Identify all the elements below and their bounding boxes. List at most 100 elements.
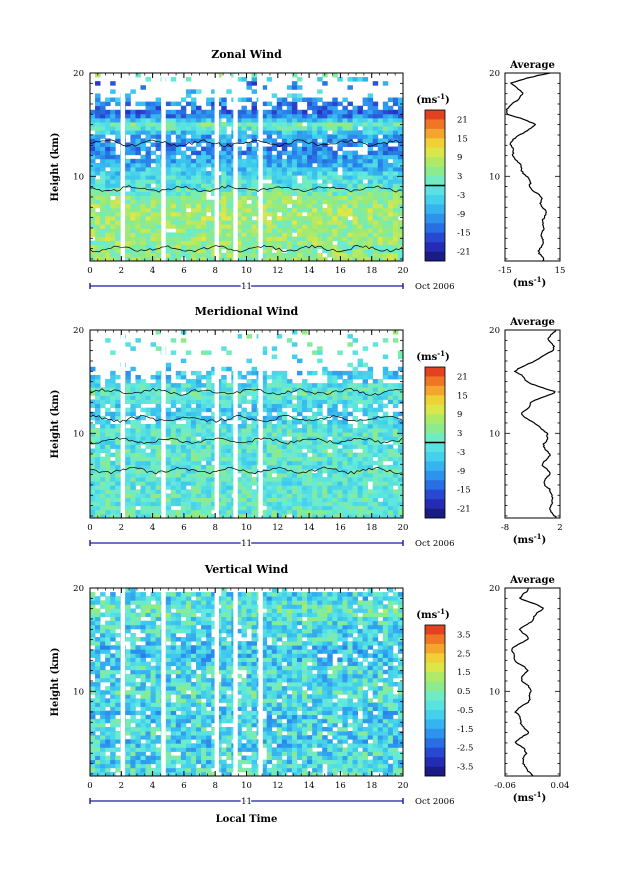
colorbar-tick-label: -3 bbox=[457, 448, 465, 458]
zero-contour bbox=[89, 414, 403, 423]
x-tick-label: 4 bbox=[150, 266, 155, 276]
panel-meridional-wind: Meridional Wind 0 2 4 6 8 10 12 14 16 18 20 10 20 Heig… bbox=[50, 305, 563, 551]
profile-title: Average bbox=[509, 60, 555, 71]
zero-contour bbox=[90, 139, 403, 148]
zero-contour bbox=[89, 387, 403, 396]
colorbar-unit: (ms-1) bbox=[416, 92, 449, 106]
colorbar-segment bbox=[425, 738, 445, 748]
colorbar-segment bbox=[425, 414, 445, 424]
colorbar-tick-label: 15 bbox=[457, 134, 468, 144]
heatmap-cells bbox=[90, 330, 404, 519]
colorbar-tick-label: 3 bbox=[457, 172, 462, 182]
data-gap bbox=[258, 589, 263, 776]
x-tick-label: 20 bbox=[398, 266, 409, 276]
colorbar-segment bbox=[425, 376, 445, 387]
y-tick-label: 10 bbox=[73, 429, 84, 439]
y-axis-label: Height (km) bbox=[50, 133, 61, 202]
x-tick-label: 20 bbox=[398, 523, 409, 533]
colorbar-segment bbox=[425, 489, 445, 500]
colorbar-segment bbox=[425, 442, 445, 453]
x-tick-label: 18 bbox=[366, 266, 377, 276]
x-tick-label: 12 bbox=[272, 266, 283, 276]
colorbar-segment bbox=[425, 719, 445, 730]
data-gap bbox=[233, 589, 238, 776]
x-tick-label: 10 bbox=[241, 523, 252, 533]
panel-zonal-wind: Zonal Wind 0 2 4 6 8 10 12 14 16 18 20 10 20 Height (k… bbox=[50, 48, 565, 294]
colorbar-segment bbox=[425, 223, 445, 233]
colorbar-segment bbox=[425, 451, 445, 462]
colorbar-segment bbox=[425, 766, 445, 777]
colorbar-tick-label: -21 bbox=[457, 505, 471, 515]
colorbar-tick-label: -9 bbox=[457, 467, 465, 477]
profile-y-tick-label: 20 bbox=[489, 69, 500, 79]
x-tick-label: 2 bbox=[119, 266, 124, 276]
colorbar-tick-label: -3.5 bbox=[457, 763, 473, 773]
y-axis-label: Height (km) bbox=[50, 648, 61, 717]
colorbar-segment bbox=[425, 423, 445, 434]
data-gap bbox=[161, 331, 166, 518]
colorbar-segment bbox=[425, 691, 445, 701]
profile-frame bbox=[504, 72, 561, 262]
colorbar-tick-label: 21 bbox=[457, 115, 468, 125]
y-axis-label: Height (km) bbox=[50, 390, 61, 459]
colorbar-segment bbox=[425, 128, 445, 139]
profile-frame bbox=[504, 329, 561, 519]
x-tick-label: 14 bbox=[304, 523, 315, 533]
colorbar-segment bbox=[425, 709, 445, 720]
average-profile: Average 10 20 -0.06 0.04 (ms-1) bbox=[489, 575, 569, 804]
colorbar-segment bbox=[425, 232, 445, 243]
colorbar-tick-label: -0.5 bbox=[457, 706, 473, 716]
date-label: Oct 2006 bbox=[415, 797, 454, 807]
colorbar-segment bbox=[425, 672, 445, 682]
colorbar-segment bbox=[425, 480, 445, 490]
profile-unit: (ms-1) bbox=[513, 275, 546, 289]
data-gap bbox=[214, 331, 219, 518]
colorbar-tick-label: 21 bbox=[457, 372, 468, 382]
colorbar-tick-label: -2.5 bbox=[457, 744, 473, 754]
colorbar-segment bbox=[425, 395, 445, 406]
day-label: 11 bbox=[241, 539, 252, 549]
colorbar-tick-label: -21 bbox=[457, 248, 471, 258]
colorbar-segment bbox=[425, 643, 445, 654]
colorbar-segment bbox=[425, 194, 445, 205]
colorbar-segment bbox=[425, 242, 445, 252]
colorbar-tick-label: -9 bbox=[457, 210, 465, 220]
colorbar-segment bbox=[425, 662, 445, 673]
colorbar-tick-label: 1.5 bbox=[457, 668, 471, 678]
date-label: Oct 2006 bbox=[415, 282, 454, 292]
zero-contour bbox=[89, 437, 403, 445]
profile-frame bbox=[504, 587, 561, 777]
colorbar-segment bbox=[425, 110, 445, 120]
x-tick-label: 2 bbox=[119, 781, 124, 791]
colorbar-tick-label: 0.5 bbox=[457, 687, 471, 697]
x-tick-label: 12 bbox=[272, 523, 283, 533]
x-tick-label: 2 bbox=[119, 523, 124, 533]
colorbar-segment bbox=[425, 433, 445, 443]
profile-x-tick-label: -15 bbox=[498, 266, 512, 276]
colorbar-tick-label: 3 bbox=[457, 429, 462, 439]
x-tick-label: 8 bbox=[212, 781, 217, 791]
colorbar-tick-label: -15 bbox=[457, 486, 471, 496]
x-tick-label: 10 bbox=[241, 781, 252, 791]
zero-contour bbox=[89, 244, 403, 253]
colorbar-tick-label: 15 bbox=[457, 391, 468, 401]
panel-title: Meridional Wind bbox=[195, 305, 299, 318]
colorbar-segment bbox=[425, 461, 445, 472]
y-tick-label: 10 bbox=[73, 172, 84, 182]
panel-title: Zonal Wind bbox=[211, 48, 282, 61]
day-label: 11 bbox=[241, 282, 252, 292]
profile-x-tick-label: -0.06 bbox=[494, 781, 516, 791]
x-tick-label: 8 bbox=[212, 523, 217, 533]
colorbar-tick-label: 3.5 bbox=[457, 630, 471, 640]
profile-y-tick-label: 10 bbox=[489, 172, 500, 182]
heatmap-cells bbox=[90, 73, 404, 262]
y-tick-label: 20 bbox=[73, 326, 84, 336]
profile-x-tick-label: -8 bbox=[501, 523, 509, 533]
profile-x-tick-label: 2 bbox=[557, 523, 562, 533]
x-tick-label: 6 bbox=[181, 266, 186, 276]
x-axis-label: Local Time bbox=[216, 814, 278, 825]
profile-y-tick-label: 20 bbox=[489, 584, 500, 594]
x-tick-label: 6 bbox=[181, 523, 186, 533]
day-label: 11 bbox=[241, 797, 252, 807]
colorbar-segment bbox=[425, 176, 445, 186]
